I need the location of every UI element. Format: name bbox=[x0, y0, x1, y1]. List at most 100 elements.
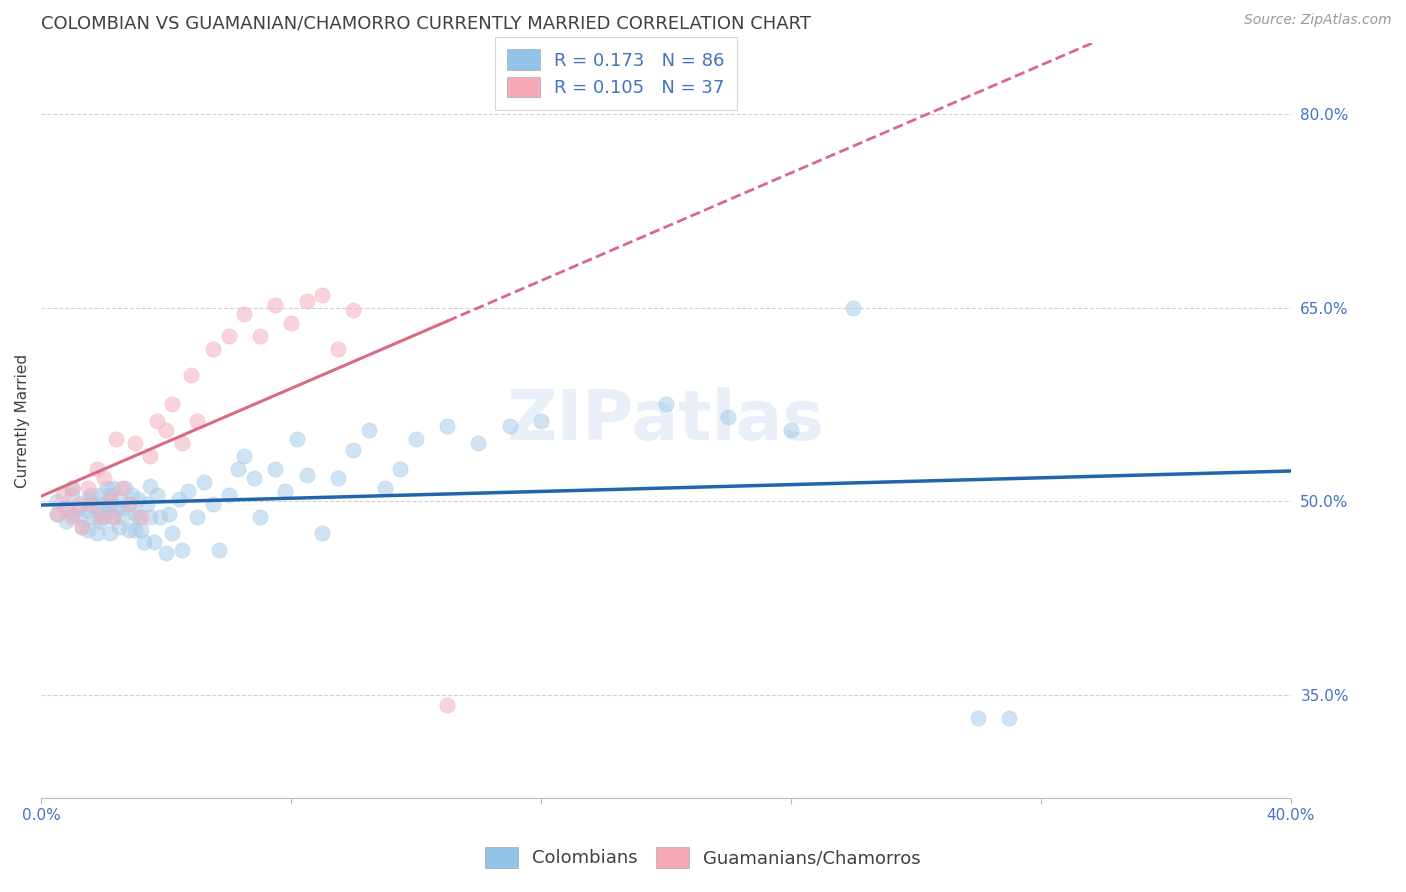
Point bbox=[127, 509, 149, 524]
Point bbox=[127, 491, 149, 506]
Point bbox=[249, 509, 271, 524]
Point bbox=[280, 316, 302, 330]
Point bbox=[70, 520, 93, 534]
Point bbox=[342, 303, 364, 318]
Point bbox=[124, 523, 146, 537]
Point bbox=[105, 500, 128, 515]
Point bbox=[139, 449, 162, 463]
Point bbox=[233, 449, 256, 463]
Point bbox=[124, 436, 146, 450]
Point bbox=[111, 500, 134, 515]
Point bbox=[201, 342, 224, 356]
Point bbox=[359, 423, 381, 437]
Point bbox=[124, 507, 146, 521]
Point bbox=[55, 500, 77, 515]
Point bbox=[311, 526, 333, 541]
Point bbox=[96, 504, 118, 518]
Point bbox=[295, 294, 318, 309]
Point bbox=[98, 526, 121, 541]
Point bbox=[436, 419, 458, 434]
Point bbox=[162, 526, 184, 541]
Point bbox=[274, 483, 297, 498]
Point bbox=[80, 497, 103, 511]
Point bbox=[779, 423, 801, 437]
Point bbox=[52, 488, 75, 502]
Point bbox=[134, 535, 156, 549]
Point bbox=[389, 462, 412, 476]
Point bbox=[86, 500, 108, 515]
Point bbox=[93, 497, 115, 511]
Point bbox=[167, 491, 190, 506]
Point bbox=[60, 509, 83, 524]
Point bbox=[155, 546, 177, 560]
Point bbox=[136, 497, 159, 511]
Point bbox=[70, 520, 93, 534]
Point bbox=[60, 488, 83, 502]
Point bbox=[111, 481, 134, 495]
Point bbox=[201, 497, 224, 511]
Point bbox=[139, 478, 162, 492]
Point bbox=[170, 436, 193, 450]
Point bbox=[142, 535, 165, 549]
Point bbox=[80, 488, 103, 502]
Point bbox=[93, 471, 115, 485]
Point bbox=[101, 509, 124, 524]
Point bbox=[157, 507, 180, 521]
Point bbox=[295, 468, 318, 483]
Point bbox=[80, 497, 103, 511]
Point bbox=[186, 509, 208, 524]
Point bbox=[60, 507, 83, 521]
Point bbox=[77, 481, 100, 495]
Point bbox=[998, 711, 1021, 725]
Point bbox=[117, 497, 139, 511]
Point bbox=[45, 494, 67, 508]
Y-axis label: Currently Married: Currently Married bbox=[15, 353, 30, 488]
Point bbox=[342, 442, 364, 457]
Point bbox=[155, 423, 177, 437]
Point bbox=[717, 410, 740, 425]
Text: COLOMBIAN VS GUAMANIAN/CHAMORRO CURRENTLY MARRIED CORRELATION CHART: COLOMBIAN VS GUAMANIAN/CHAMORRO CURRENTL… bbox=[41, 15, 811, 33]
Point bbox=[67, 509, 90, 524]
Point bbox=[121, 488, 143, 502]
Point bbox=[498, 419, 520, 434]
Point bbox=[67, 500, 90, 515]
Point bbox=[264, 298, 287, 312]
Point bbox=[83, 509, 105, 524]
Point bbox=[326, 471, 349, 485]
Point bbox=[311, 287, 333, 301]
Point bbox=[55, 514, 77, 528]
Point bbox=[242, 471, 264, 485]
Point bbox=[114, 481, 136, 495]
Point bbox=[129, 509, 152, 524]
Point bbox=[89, 514, 111, 528]
Point bbox=[180, 368, 202, 382]
Point bbox=[89, 488, 111, 502]
Point bbox=[162, 397, 184, 411]
Point bbox=[405, 432, 427, 446]
Point bbox=[149, 509, 172, 524]
Point bbox=[218, 488, 240, 502]
Point bbox=[77, 523, 100, 537]
Point bbox=[170, 543, 193, 558]
Point bbox=[226, 462, 249, 476]
Point bbox=[436, 698, 458, 712]
Point bbox=[45, 507, 67, 521]
Point bbox=[145, 414, 167, 428]
Point bbox=[139, 509, 162, 524]
Point bbox=[98, 497, 121, 511]
Point bbox=[67, 497, 90, 511]
Point bbox=[145, 488, 167, 502]
Point bbox=[186, 414, 208, 428]
Point bbox=[467, 436, 489, 450]
Point bbox=[77, 491, 100, 506]
Point bbox=[60, 481, 83, 495]
Point bbox=[108, 520, 131, 534]
Text: ZIPatlas: ZIPatlas bbox=[508, 387, 825, 454]
Point bbox=[374, 481, 396, 495]
Point bbox=[45, 507, 67, 521]
Point bbox=[77, 504, 100, 518]
Point bbox=[93, 509, 115, 524]
Point bbox=[249, 329, 271, 343]
Point bbox=[101, 481, 124, 495]
Point bbox=[117, 497, 139, 511]
